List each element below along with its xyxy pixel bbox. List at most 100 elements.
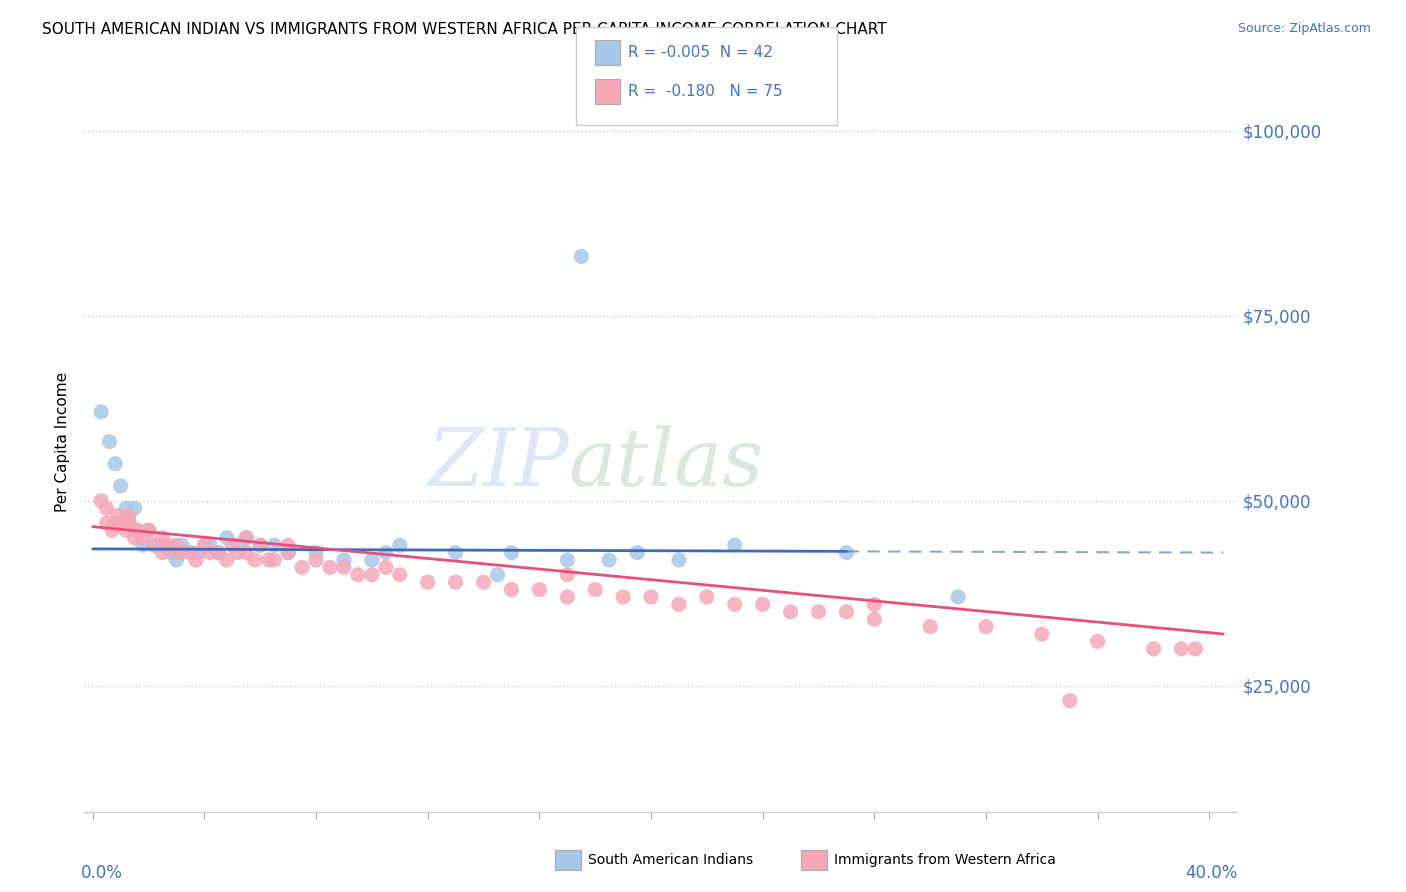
Point	[668, 598, 690, 612]
Point	[207, 545, 229, 560]
Point	[388, 538, 411, 552]
Point	[555, 567, 578, 582]
Y-axis label: Per Capita Income: Per Capita Income	[55, 371, 70, 512]
Point	[724, 598, 747, 612]
Point	[221, 538, 243, 552]
Point	[115, 501, 138, 516]
Point	[152, 531, 174, 545]
Point	[263, 553, 285, 567]
Point	[207, 545, 229, 560]
Point	[1031, 627, 1053, 641]
Point	[160, 545, 183, 560]
Text: R = -0.005  N = 42: R = -0.005 N = 42	[628, 45, 773, 60]
Point	[104, 516, 127, 530]
Point	[668, 553, 690, 567]
Point	[529, 582, 551, 597]
Point	[863, 598, 886, 612]
Point	[193, 538, 215, 552]
Point	[132, 531, 155, 545]
Point	[277, 545, 299, 560]
Point	[215, 531, 238, 545]
Point	[179, 545, 201, 560]
Point	[501, 545, 523, 560]
Point	[333, 553, 356, 567]
Point	[1142, 641, 1164, 656]
Point	[305, 553, 328, 567]
Point	[166, 553, 188, 567]
Point	[118, 508, 141, 523]
Point	[90, 405, 112, 419]
Point	[863, 612, 886, 626]
Point	[374, 560, 396, 574]
Point	[1087, 634, 1109, 648]
Point	[626, 545, 648, 560]
Point	[184, 553, 207, 567]
Point	[166, 545, 188, 560]
Point	[179, 545, 201, 560]
Point	[920, 619, 942, 633]
Text: ZIP: ZIP	[427, 425, 568, 502]
Point	[152, 545, 174, 560]
Point	[361, 567, 384, 582]
Point	[319, 560, 342, 574]
Point	[166, 538, 188, 552]
Point	[333, 560, 356, 574]
Point	[257, 553, 280, 567]
Point	[583, 582, 606, 597]
Text: 0.0%: 0.0%	[82, 863, 122, 881]
Point	[249, 538, 271, 552]
Point	[486, 567, 509, 582]
Point	[640, 590, 662, 604]
Point	[696, 590, 718, 604]
Point	[118, 516, 141, 530]
Point	[226, 538, 249, 552]
Point	[946, 590, 969, 604]
Point	[101, 524, 124, 538]
Point	[277, 545, 299, 560]
Point	[124, 501, 146, 516]
Point	[187, 545, 209, 560]
Point	[110, 516, 132, 530]
Point	[127, 524, 149, 538]
Point	[444, 545, 467, 560]
Point	[110, 516, 132, 530]
Point	[305, 545, 328, 560]
Point	[555, 590, 578, 604]
Point	[124, 531, 146, 545]
Point	[235, 545, 257, 560]
Text: atlas: atlas	[568, 425, 763, 502]
Point	[143, 538, 166, 552]
Point	[127, 524, 149, 538]
Point	[1170, 641, 1192, 656]
Point	[835, 605, 858, 619]
Point	[835, 545, 858, 560]
Text: SOUTH AMERICAN INDIAN VS IMMIGRANTS FROM WESTERN AFRICA PER CAPITA INCOME CORREL: SOUTH AMERICAN INDIAN VS IMMIGRANTS FROM…	[42, 22, 887, 37]
Point	[226, 545, 249, 560]
Point	[1184, 641, 1206, 656]
Point	[198, 538, 221, 552]
Point	[598, 553, 620, 567]
Point	[416, 575, 439, 590]
Point	[170, 545, 193, 560]
Point	[152, 538, 174, 552]
Point	[98, 434, 121, 449]
Point	[90, 493, 112, 508]
Point	[243, 553, 266, 567]
Point	[724, 538, 747, 552]
Point	[104, 457, 127, 471]
Point	[138, 524, 160, 538]
Text: Immigrants from Western Africa: Immigrants from Western Africa	[834, 853, 1056, 867]
Point	[444, 575, 467, 590]
Point	[974, 619, 997, 633]
Point	[138, 524, 160, 538]
Point	[157, 538, 180, 552]
Point	[555, 553, 578, 567]
Point	[569, 249, 592, 264]
Point	[347, 567, 370, 582]
Point	[263, 538, 285, 552]
Text: Source: ZipAtlas.com: Source: ZipAtlas.com	[1237, 22, 1371, 36]
Point	[107, 508, 129, 523]
Point	[249, 538, 271, 552]
Point	[143, 538, 166, 552]
Point	[193, 538, 215, 552]
